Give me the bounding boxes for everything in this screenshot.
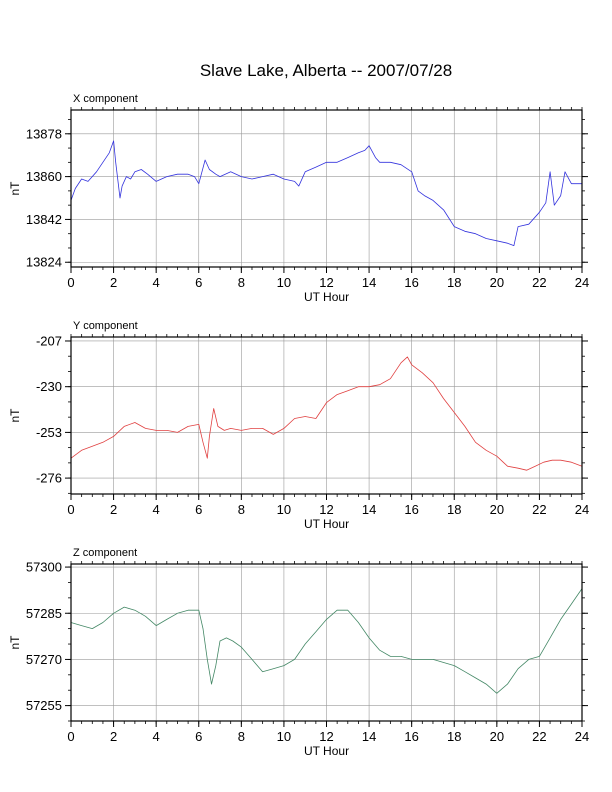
y-tick-label: 13878 xyxy=(26,126,62,141)
y-axis-label: nT xyxy=(8,181,22,196)
x-tick-label: 2 xyxy=(110,275,117,290)
panel-label: Y component xyxy=(73,320,138,332)
x-tick-label: 12 xyxy=(319,502,333,517)
y-axis-label: nT xyxy=(8,408,22,423)
x-tick-label: 18 xyxy=(447,502,461,517)
x-tick-label: 6 xyxy=(195,729,202,744)
x-tick-label: 24 xyxy=(575,502,589,517)
x-tick-label: 4 xyxy=(153,502,160,517)
x-tick-label: 22 xyxy=(532,502,546,517)
x-tick-label: 6 xyxy=(195,502,202,517)
x-tick-label: 2 xyxy=(110,729,117,744)
x-tick-label: 12 xyxy=(319,729,333,744)
x-tick-label: 14 xyxy=(362,502,376,517)
y-tick-label: 13860 xyxy=(26,169,62,184)
x-tick-label: 22 xyxy=(532,729,546,744)
x-axis-label: UT Hour xyxy=(304,290,349,304)
y-tick-label: 57300 xyxy=(26,560,62,575)
x-tick-label: 18 xyxy=(447,729,461,744)
y-tick-label: -276 xyxy=(36,471,62,486)
x-axis-label: UT Hour xyxy=(304,744,349,758)
x-tick-label: 0 xyxy=(67,275,74,290)
x-tick-label: 0 xyxy=(67,729,74,744)
y-tick-label: -253 xyxy=(36,425,62,440)
x-tick-label: 10 xyxy=(277,502,291,517)
y-tick-label: 57270 xyxy=(26,652,62,667)
series-line xyxy=(70,140,582,247)
figure-title: Slave Lake, Alberta -- 2007/07/28 xyxy=(200,61,452,80)
series-line xyxy=(70,588,583,694)
x-tick-label: 16 xyxy=(404,502,418,517)
y-tick-label: 13824 xyxy=(26,255,62,270)
panel-label: Z component xyxy=(73,547,137,559)
x-tick-label: 2 xyxy=(110,502,117,517)
x-tick-label: 10 xyxy=(277,275,291,290)
x-axis-label: UT Hour xyxy=(304,517,349,531)
x-tick-label: 8 xyxy=(238,729,245,744)
y-tick-label: -207 xyxy=(36,333,62,348)
x-tick-label: 20 xyxy=(490,502,504,517)
x-tick-label: 24 xyxy=(575,729,589,744)
x-tick-label: 10 xyxy=(277,729,291,744)
x-tick-label: 16 xyxy=(404,729,418,744)
x-tick-label: 20 xyxy=(490,729,504,744)
x-tick-label: 12 xyxy=(319,275,333,290)
x-tick-label: 14 xyxy=(362,729,376,744)
x-tick-label: 20 xyxy=(490,275,504,290)
x-tick-label: 6 xyxy=(195,275,202,290)
y-tick-label: -230 xyxy=(36,379,62,394)
y-axis-label: nT xyxy=(8,635,22,650)
y-tick-label: 57255 xyxy=(26,698,62,713)
x-tick-label: 0 xyxy=(67,502,74,517)
panel-label: X component xyxy=(73,93,138,105)
x-tick-label: 18 xyxy=(447,275,461,290)
y-tick-label: 57285 xyxy=(26,606,62,621)
x-tick-label: 8 xyxy=(238,275,245,290)
x-tick-label: 14 xyxy=(362,275,376,290)
x-tick-label: 22 xyxy=(532,275,546,290)
x-tick-label: 4 xyxy=(153,729,160,744)
x-tick-label: 24 xyxy=(575,275,589,290)
x-tick-label: 16 xyxy=(404,275,418,290)
series-line xyxy=(70,356,583,471)
x-tick-label: 4 xyxy=(153,275,160,290)
y-tick-label: 13842 xyxy=(26,212,62,227)
x-tick-label: 8 xyxy=(238,502,245,517)
